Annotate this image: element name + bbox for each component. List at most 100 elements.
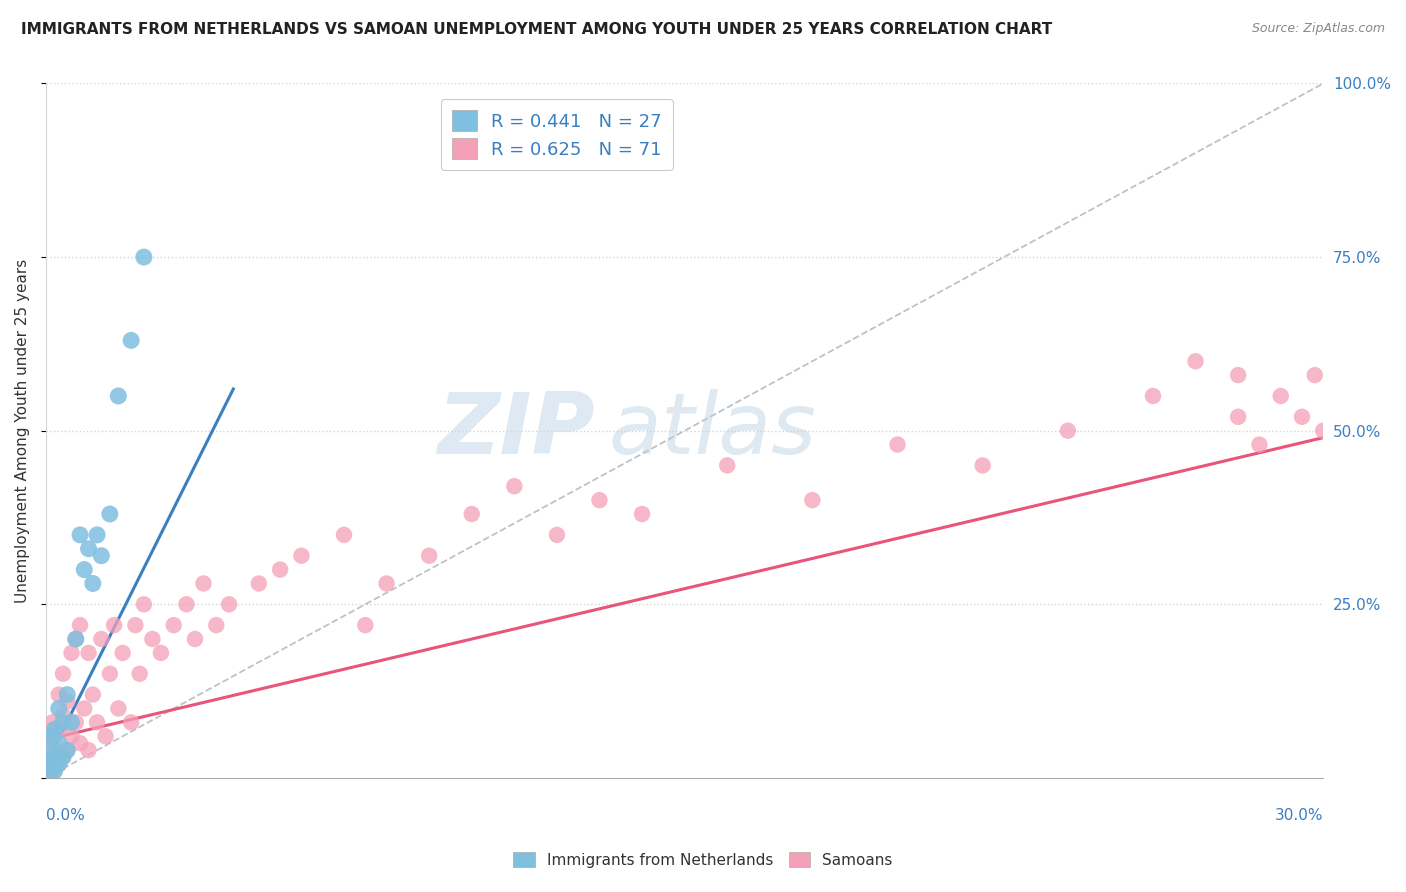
Text: 0.0%: 0.0% (46, 808, 84, 823)
Point (69, 736, 91, 750)
Point (73, 563, 96, 577)
Point (1249, 437, 1271, 451)
Point (546, 528, 568, 542)
Point (39, 757, 62, 772)
Point (44, 764, 66, 778)
Point (65, 632, 87, 646)
Point (60, 646, 83, 660)
Point (503, 479, 526, 493)
Point (45, 743, 67, 757)
Point (82, 688, 104, 702)
Point (107, 389, 129, 403)
Point (1184, 354, 1206, 368)
Point (65, 715, 87, 730)
Point (44, 750, 66, 764)
Point (354, 618, 377, 632)
Point (128, 666, 150, 681)
Point (269, 563, 291, 577)
Point (418, 549, 440, 563)
Point (124, 618, 146, 632)
Point (86, 528, 108, 542)
Point (120, 334, 142, 348)
Legend: R = 0.441   N = 27, R = 0.625   N = 71: R = 0.441 N = 27, R = 0.625 N = 71 (441, 99, 673, 170)
Point (149, 646, 172, 660)
Point (41, 750, 63, 764)
Point (41, 757, 63, 772)
Point (1303, 368, 1326, 383)
Point (972, 458, 994, 473)
Point (69, 528, 91, 542)
Text: IMMIGRANTS FROM NETHERLANDS VS SAMOAN UNEMPLOYMENT AMONG YOUTH UNDER 25 YEARS CO: IMMIGRANTS FROM NETHERLANDS VS SAMOAN UN… (21, 22, 1052, 37)
Point (48, 736, 70, 750)
Point (39, 736, 62, 750)
Point (90, 632, 112, 646)
Point (801, 493, 824, 508)
Point (52, 666, 75, 681)
Point (461, 507, 484, 521)
Point (163, 618, 186, 632)
Point (132, 250, 155, 264)
Text: atlas: atlas (607, 389, 815, 472)
Point (1227, 409, 1250, 424)
Point (588, 493, 610, 508)
Point (111, 646, 134, 660)
Point (56, 743, 79, 757)
Point (48, 723, 70, 737)
Point (107, 701, 129, 715)
Point (86, 715, 108, 730)
Point (333, 528, 356, 542)
Text: ZIP: ZIP (437, 389, 595, 472)
Point (41, 715, 63, 730)
Point (1056, 424, 1078, 438)
Point (44, 723, 66, 737)
Point (193, 576, 215, 591)
Point (90, 549, 112, 563)
Point (48, 757, 70, 772)
Point (41, 729, 63, 743)
Point (77, 743, 100, 757)
Point (184, 632, 207, 646)
Point (1142, 389, 1164, 403)
Point (1227, 368, 1250, 383)
Point (52, 750, 75, 764)
Text: 30.0%: 30.0% (1275, 808, 1323, 823)
Point (98, 666, 121, 681)
Point (120, 715, 142, 730)
Point (44, 729, 66, 743)
Point (56, 743, 79, 757)
Point (141, 632, 163, 646)
Point (218, 597, 240, 611)
Point (65, 632, 87, 646)
Y-axis label: Unemployment Among Youth under 25 years: Unemployment Among Youth under 25 years (15, 259, 30, 603)
Point (82, 576, 104, 591)
Point (205, 618, 228, 632)
Point (48, 688, 70, 702)
Point (132, 597, 155, 611)
Point (44, 764, 66, 778)
Point (73, 701, 96, 715)
Point (52, 708, 75, 723)
Point (631, 507, 654, 521)
Point (886, 437, 908, 451)
Point (39, 764, 62, 778)
Point (716, 458, 738, 473)
Point (1291, 409, 1313, 424)
Point (37, 757, 59, 772)
Point (56, 694, 79, 708)
Point (60, 715, 83, 730)
Point (94, 729, 117, 743)
Point (39, 743, 62, 757)
Point (103, 618, 125, 632)
Legend: Immigrants from Netherlands, Samoans: Immigrants from Netherlands, Samoans (508, 846, 898, 873)
Point (375, 576, 398, 591)
Point (176, 597, 198, 611)
Point (77, 541, 100, 556)
Point (290, 549, 312, 563)
Point (48, 757, 70, 772)
Text: Source: ZipAtlas.com: Source: ZipAtlas.com (1251, 22, 1385, 36)
Point (1312, 424, 1334, 438)
Point (98, 507, 121, 521)
Point (69, 618, 91, 632)
Point (52, 715, 75, 730)
Point (48, 701, 70, 715)
